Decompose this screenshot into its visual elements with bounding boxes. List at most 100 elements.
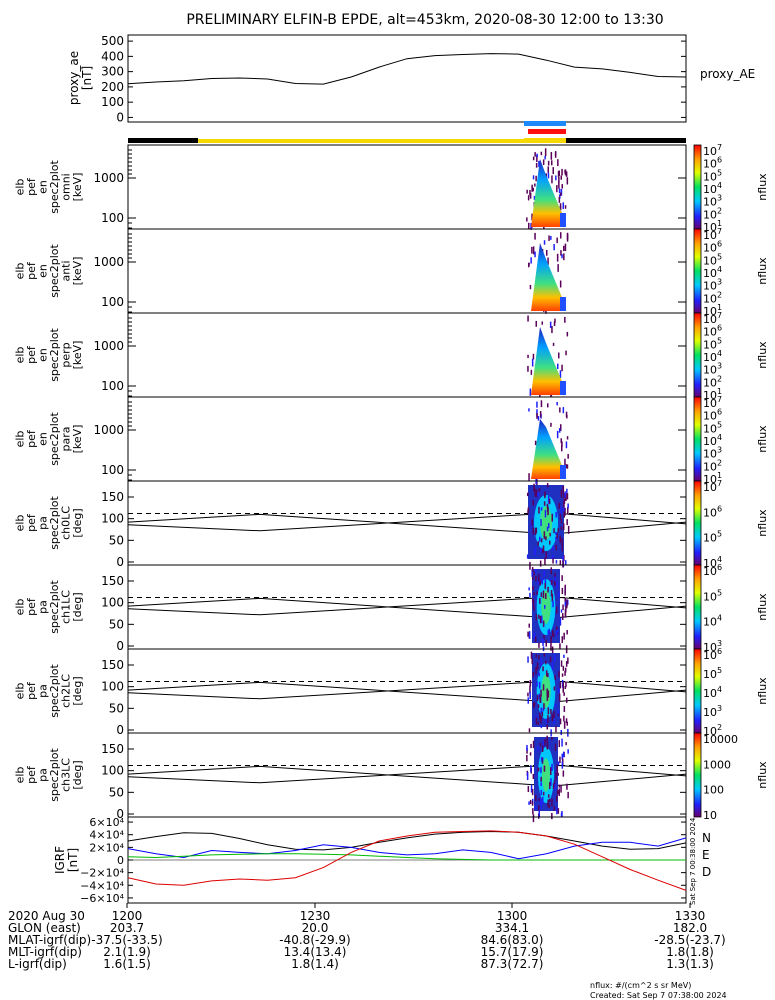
spectrum-speck — [539, 580, 541, 586]
igrf-legend-n: N — [702, 831, 711, 845]
spectrum-speck — [554, 151, 557, 156]
spectrum-speck — [547, 403, 549, 408]
colorbar-tick-exp: 5 — [717, 588, 722, 597]
spectrum-speck — [553, 806, 556, 811]
spectrum-speck — [566, 436, 569, 440]
panel-ylabel: elbpefenspec2plotpara[keV] — [13, 412, 84, 466]
spectrum-speck — [540, 776, 542, 782]
spectrum-speck — [558, 196, 561, 203]
header-bar-yellow-2 — [524, 138, 566, 143]
panel-ylabel-line: [deg] — [71, 760, 84, 789]
panel-tick-label: 100 — [101, 211, 124, 225]
igrf-tick-label: 6×10⁴ — [89, 816, 124, 829]
colorbar-tick-label: 105 — [703, 252, 722, 267]
colorbar — [693, 564, 702, 650]
spectrum-speck — [565, 441, 568, 449]
spectrum-speck — [563, 493, 565, 499]
spectrum-speck — [557, 591, 560, 598]
colorbar-tick-base: 10 — [703, 170, 717, 183]
spectrum-speck — [559, 203, 562, 211]
spectrum-speck — [542, 791, 545, 796]
spectrum-speck — [550, 635, 552, 644]
panel-ylabel-line: elb — [13, 767, 26, 784]
spectrum-speck — [529, 685, 531, 694]
spectrum-speck — [559, 617, 562, 626]
spectrum-speck — [561, 441, 563, 447]
pitch-loss-cone-line — [127, 597, 687, 618]
panel-ylabel-line: pa — [36, 600, 49, 614]
pitch-anti-loss-cone-line — [127, 512, 687, 532]
colorbar-tick-label: 101 — [703, 471, 722, 486]
spectrum-speck — [543, 501, 546, 506]
spectrum-speck — [532, 808, 534, 815]
spectrum-speck — [551, 175, 553, 184]
spectrum-speck — [527, 785, 530, 793]
spectrum-speck — [541, 757, 544, 764]
colorbar-tick-label: 1000 — [703, 758, 731, 771]
spectrum-speck — [527, 631, 529, 637]
spectrum-speck — [566, 721, 568, 726]
panel-ylabel-line: [keV] — [71, 173, 84, 202]
spectrum-speck — [540, 789, 542, 796]
colorbar-tick-base: 10 — [703, 565, 717, 578]
spectrum-speck — [562, 751, 565, 758]
header-bar-blue — [524, 121, 566, 126]
spectrum-speck — [562, 555, 564, 563]
panel-tick-label: 150 — [101, 658, 124, 672]
spectrum-speck — [562, 604, 564, 611]
spectrum-speck — [538, 798, 540, 802]
panel-ylabel: elbpefenspec2plotperp[keV] — [13, 328, 84, 382]
spectrum-speck — [550, 422, 552, 427]
nflux-definition: nflux: #/(cm^2 s sr MeV) — [590, 981, 691, 990]
spectrum-speck — [545, 639, 547, 647]
panel-ylabel-line: [keV] — [71, 341, 84, 370]
colorbar-tick-exp: 2 — [717, 723, 722, 732]
spectrum-speck — [540, 767, 542, 773]
colorbar-label: nflux — [756, 257, 769, 285]
spectrum-speck — [559, 535, 561, 542]
xaxis-row-value: 1.8(1.8) — [666, 945, 714, 959]
spectrum-speck — [542, 545, 545, 553]
spectrum-speck — [554, 743, 557, 751]
spectrum-speck — [566, 464, 569, 469]
spectrum-speck — [550, 642, 552, 651]
colorbar-tick-exp: 6 — [717, 156, 722, 165]
xaxis-row-label: MLT-igrf(dip) — [8, 945, 82, 959]
spectrum-speck — [555, 531, 557, 535]
colorbar-tick-label: 103 — [703, 194, 722, 209]
spectrum-speck — [551, 160, 553, 166]
spectrum-speck — [547, 160, 550, 166]
spectrum-speck — [530, 223, 532, 230]
colorbar-tick-label: 105 — [703, 336, 722, 351]
spectrum-speck — [543, 570, 545, 577]
spectrum-speck — [537, 721, 540, 726]
spectrum-speck — [553, 528, 555, 534]
spectrum-speck — [561, 184, 563, 189]
spectrum-plume — [531, 243, 566, 311]
spectrum-speck — [537, 416, 540, 421]
spectrum-speck — [554, 580, 556, 587]
spectrum-speck — [552, 342, 555, 346]
colorbar-tick-label: 101 — [703, 219, 722, 234]
spectrum-speck — [533, 195, 536, 200]
spectrum-speck — [556, 764, 558, 772]
spectrum-speck — [547, 690, 550, 698]
spectrum-speck — [538, 506, 540, 514]
spectrum-speck — [535, 614, 538, 621]
colorbar-tick-base: 10 — [703, 410, 717, 423]
spectrum-speck — [567, 503, 569, 509]
panel-ylabel-line: spec2plot — [48, 496, 61, 550]
proxy-ae-tick-label: 300 — [101, 65, 124, 79]
spectrum-speck — [540, 707, 542, 714]
spectrum-speck — [532, 600, 535, 608]
spectrum-speck — [526, 772, 529, 781]
spectrum-speck — [544, 582, 546, 589]
colorbar — [693, 396, 702, 482]
spectrum-speck — [564, 612, 567, 618]
spectrum-speck — [561, 538, 563, 546]
igrf-ylabel: IGRF[nT] — [53, 846, 80, 874]
spectrum-speck — [528, 623, 530, 628]
pitch-loss-cone-line — [127, 765, 687, 786]
spectrum-speck — [532, 499, 534, 506]
spectrum-speck — [535, 175, 537, 182]
